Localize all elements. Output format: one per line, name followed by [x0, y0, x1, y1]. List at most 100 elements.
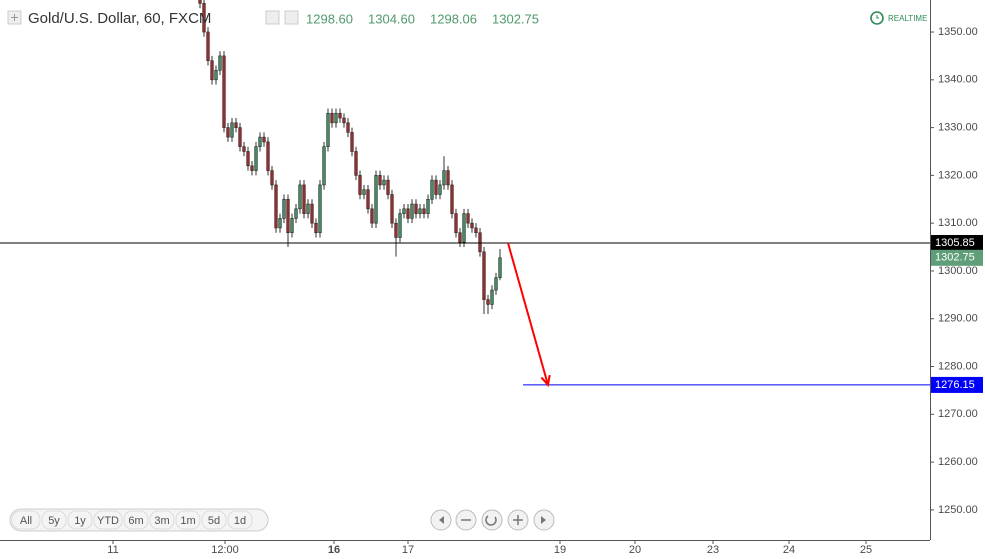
x-tick-label: 17	[402, 544, 414, 556]
y-tick-label: 1350.00	[938, 26, 978, 38]
candle-body	[474, 227, 478, 234]
reset[interactable]	[481, 509, 503, 531]
candle-body	[338, 112, 342, 119]
candle-body	[466, 213, 470, 224]
candle-body	[362, 189, 366, 195]
range-button-label: YTD	[97, 515, 119, 527]
plot-area	[198, 0, 502, 314]
plus-icon	[11, 14, 18, 21]
candle-body	[370, 208, 374, 224]
x-tick-label: 20	[629, 544, 641, 556]
range-button-label: 5d	[208, 515, 220, 527]
x-tick-label: 23	[707, 544, 719, 556]
price-label: 1305.85	[935, 237, 975, 249]
range-button[interactable]: 1m	[175, 510, 201, 530]
candle-body	[310, 203, 314, 224]
y-tick-label: 1280.00	[938, 360, 978, 372]
candle-body	[458, 232, 462, 243]
candle-body	[226, 127, 230, 138]
candle-body	[378, 175, 382, 186]
price-label: 1276.15	[935, 379, 975, 391]
candle-body	[486, 299, 490, 305]
candle-body	[382, 179, 386, 186]
range-button-bg	[201, 510, 227, 530]
range-button-bg	[93, 510, 123, 530]
range-button[interactable]: 1y	[67, 510, 93, 530]
y-tick-label: 1250.00	[938, 504, 978, 516]
candle-body	[482, 251, 486, 300]
candle-body	[198, 0, 202, 4]
last-price-box	[931, 249, 983, 266]
candle-body	[426, 198, 430, 214]
visibility-icon[interactable]	[265, 10, 280, 25]
range-button-bg	[67, 510, 93, 530]
range-button[interactable]: 5y	[41, 510, 67, 530]
y-tick-label: 1270.00	[938, 408, 978, 420]
y-tick-label: 1320.00	[938, 169, 978, 181]
range-button-bg	[175, 510, 201, 530]
y-tick-label: 1260.00	[938, 456, 978, 468]
last-price-label: 1302.75	[935, 252, 975, 264]
candle-body	[350, 132, 354, 152]
candle-body	[262, 136, 266, 143]
candle-body	[214, 69, 218, 81]
candle-body	[430, 179, 434, 200]
candle-body	[302, 184, 306, 214]
range-button[interactable]: 5d	[201, 510, 227, 530]
candle-body	[434, 179, 438, 195]
range-button[interactable]: 3m	[149, 510, 175, 530]
x-tick-label: 16	[328, 544, 340, 556]
range-button[interactable]: 6m	[123, 510, 149, 530]
candle-body	[246, 151, 250, 167]
range-button-label: 1m	[180, 515, 195, 527]
candle-body	[398, 213, 402, 238]
x-tick-label: 19	[554, 544, 566, 556]
range-button[interactable]: All	[11, 510, 41, 530]
range-button-label: All	[20, 515, 32, 527]
candle-body	[274, 184, 278, 229]
clock-hand	[876, 15, 879, 19]
x-tick-label: 12:00	[211, 544, 239, 556]
navigation-icons	[439, 515, 546, 526]
candle-body	[374, 175, 378, 224]
candle-body	[390, 194, 394, 224]
candle-body	[298, 184, 302, 210]
range-button[interactable]: YTD	[93, 510, 123, 530]
price-label-box	[931, 235, 983, 251]
range-button-label: 1d	[234, 515, 246, 527]
range-button-label: 3m	[154, 515, 169, 527]
range-button-bg	[123, 510, 149, 530]
candle-body	[346, 122, 350, 133]
candle-body	[454, 213, 458, 234]
candle-body	[202, 3, 206, 33]
candle-body	[258, 136, 262, 148]
axes: 1250.00 1260.00 1270.00 1280.00 1290.00 1300.…	[107, 26, 977, 556]
range-button-bg	[227, 510, 253, 530]
arrow-head	[540, 374, 551, 388]
candle-body	[234, 122, 238, 128]
candle-body	[270, 170, 274, 186]
symbol-title: Gold/U.S. Dollar, 60, FXCM	[28, 10, 211, 27]
candle-body	[250, 165, 254, 171]
arrow-line	[507, 242, 549, 386]
candle-body	[386, 179, 390, 195]
candle-body	[242, 146, 246, 152]
range-button-label: 5y	[48, 515, 60, 527]
candle-body	[254, 146, 258, 171]
candle-body	[286, 198, 290, 234]
range-button[interactable]: 1d	[227, 510, 253, 530]
candle-body	[210, 60, 214, 81]
candle-body	[414, 203, 418, 214]
candle-body	[266, 141, 270, 171]
settings-icon[interactable]	[284, 10, 299, 25]
candle-body	[318, 184, 322, 234]
candle-body	[290, 218, 294, 234]
candle-body	[330, 112, 334, 124]
x-tick-label: 25	[860, 544, 872, 556]
candle-body	[394, 222, 398, 238]
candle-body	[358, 175, 362, 195]
candle-body	[462, 213, 466, 243]
candle-body	[342, 117, 346, 124]
candle-body	[410, 203, 414, 219]
